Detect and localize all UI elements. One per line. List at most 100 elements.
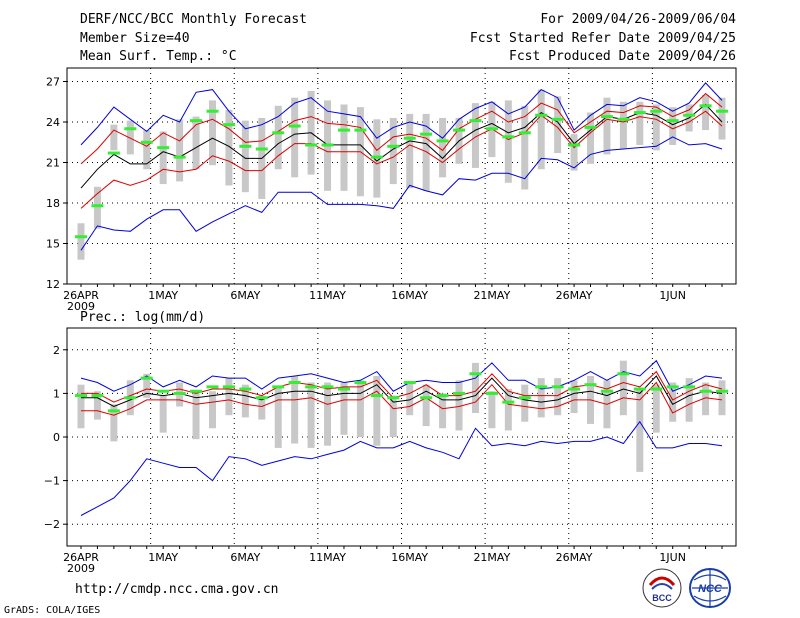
- grads-credit: GrADS: COLA/IGES: [4, 605, 101, 616]
- x-tick-label: 21MAY: [473, 289, 510, 302]
- ensemble-box: [192, 116, 200, 170]
- ensemble-box: [93, 186, 101, 229]
- series-mean-line: [81, 375, 723, 408]
- ensemble-box: [176, 119, 184, 182]
- x-tick-label: 16MAY: [391, 289, 428, 302]
- y-tick-label: 27: [46, 76, 60, 89]
- series-max-line: [80, 359, 723, 392]
- bcc-logo: BCC: [642, 568, 682, 608]
- ensemble-box: [471, 103, 479, 168]
- ensemble-box: [537, 89, 545, 170]
- ensemble-box: [619, 360, 627, 416]
- ensemble-box: [110, 124, 118, 151]
- ensemble-box: [521, 105, 529, 190]
- x-tick-label: 26MAY: [556, 551, 593, 564]
- y-tick-label: 0: [53, 431, 60, 444]
- ensemble-box: [521, 384, 529, 422]
- ensemble-box: [504, 100, 512, 183]
- plot-frame: [66, 67, 737, 285]
- ensemble-box: [324, 382, 332, 446]
- ensemble-box: [636, 101, 644, 145]
- ensemble-box: [241, 120, 249, 193]
- ensemble-box: [159, 131, 167, 185]
- fcst-started-date: Fcst Started Refer Date 2009/04/25: [469, 31, 736, 46]
- ensemble-box: [669, 382, 677, 422]
- chart-title: DERF/NCC/BCC Monthly Forecast: [80, 12, 307, 27]
- ensemble-box: [93, 391, 101, 420]
- y-tick-label: 18: [46, 197, 60, 210]
- series-lower-line: [80, 110, 723, 209]
- ensemble-box: [225, 378, 233, 416]
- forecast-period: For 2009/04/26-2009/06/04: [540, 12, 736, 27]
- ensemble-box: [291, 375, 299, 444]
- y-tick-label: 24: [46, 116, 60, 129]
- ensemble-box: [340, 382, 348, 435]
- ensemble-box: [143, 373, 151, 398]
- ensemble-box: [307, 382, 315, 448]
- ensemble-box: [406, 113, 414, 189]
- ensemble-box: [504, 389, 512, 431]
- x-tick-year-label: 2009: [67, 300, 95, 313]
- ensemble-box: [652, 104, 660, 151]
- y-tick-label: 1: [53, 387, 60, 400]
- ensemble-box: [455, 380, 463, 431]
- x-tick-label: 6MAY: [230, 551, 260, 564]
- variable-label: Mean Surf. Temp.: °C: [80, 49, 237, 64]
- y-tick-label: −1: [44, 475, 60, 488]
- x-tick-label: 11MAY: [309, 289, 346, 302]
- ensemble-box: [669, 107, 677, 145]
- ensemble-box: [274, 386, 282, 448]
- ensemble-box: [356, 380, 364, 437]
- y-tick-label: 12: [46, 278, 60, 291]
- x-tick-label: 1MAY: [148, 289, 178, 302]
- ensemble-box: [110, 404, 118, 442]
- fcst-produced-date: Fcst Produced Date 2009/04/26: [509, 49, 736, 64]
- ensemble-box: [685, 378, 693, 422]
- ensemble-box: [603, 97, 611, 155]
- ncc-logo: NCC: [689, 568, 731, 608]
- ncc-logo-text: NCC: [698, 583, 723, 595]
- precip-label: Prec.: log(mm/d): [80, 310, 206, 325]
- x-tick-label: 16MAY: [391, 551, 428, 564]
- ensemble-box: [208, 391, 216, 429]
- ensemble-box: [77, 223, 85, 260]
- x-tick-label: 26MAY: [556, 289, 593, 302]
- series-min-line: [80, 420, 723, 516]
- y-tick-label: 15: [46, 238, 60, 251]
- series-upper-line: [80, 92, 723, 165]
- series-lower-line: [81, 381, 723, 416]
- ensemble-box: [702, 95, 710, 131]
- x-tick-label: 1MAY: [148, 551, 178, 564]
- ensemble-box: [718, 380, 726, 416]
- ensemble-box: [373, 375, 381, 446]
- ensemble-box: [389, 395, 397, 437]
- ensemble-box: [537, 378, 545, 418]
- x-tick-year-label: 2009: [67, 562, 95, 575]
- ensemble-box: [570, 134, 578, 171]
- ensemble-box: [471, 362, 479, 414]
- ensemble-box: [439, 117, 447, 178]
- ensemble-box: [225, 109, 233, 186]
- ensemble-box: [291, 97, 299, 178]
- ensemble-box: [159, 395, 167, 433]
- member-size: Member Size=40: [80, 31, 190, 46]
- x-tick-label: 1JUN: [659, 551, 686, 564]
- x-tick-label: 1JUN: [659, 289, 686, 302]
- ensemble-box: [422, 384, 430, 427]
- ensemble-box: [439, 393, 447, 429]
- series-min-line: [80, 136, 723, 251]
- y-tick-label: 21: [46, 157, 60, 170]
- ensemble-box: [702, 382, 710, 416]
- x-tick-label: 26APR: [63, 289, 99, 302]
- ensemble-box: [143, 130, 151, 170]
- y-tick-label: 2: [53, 344, 60, 357]
- ensemble-box: [636, 389, 644, 472]
- x-tick-label: 21MAY: [473, 551, 510, 564]
- ensemble-box: [258, 395, 266, 420]
- source-url[interactable]: http://cmdp.ncc.cma.gov.cn: [75, 582, 279, 597]
- ensemble-box: [587, 112, 595, 164]
- ensemble-box: [554, 96, 562, 154]
